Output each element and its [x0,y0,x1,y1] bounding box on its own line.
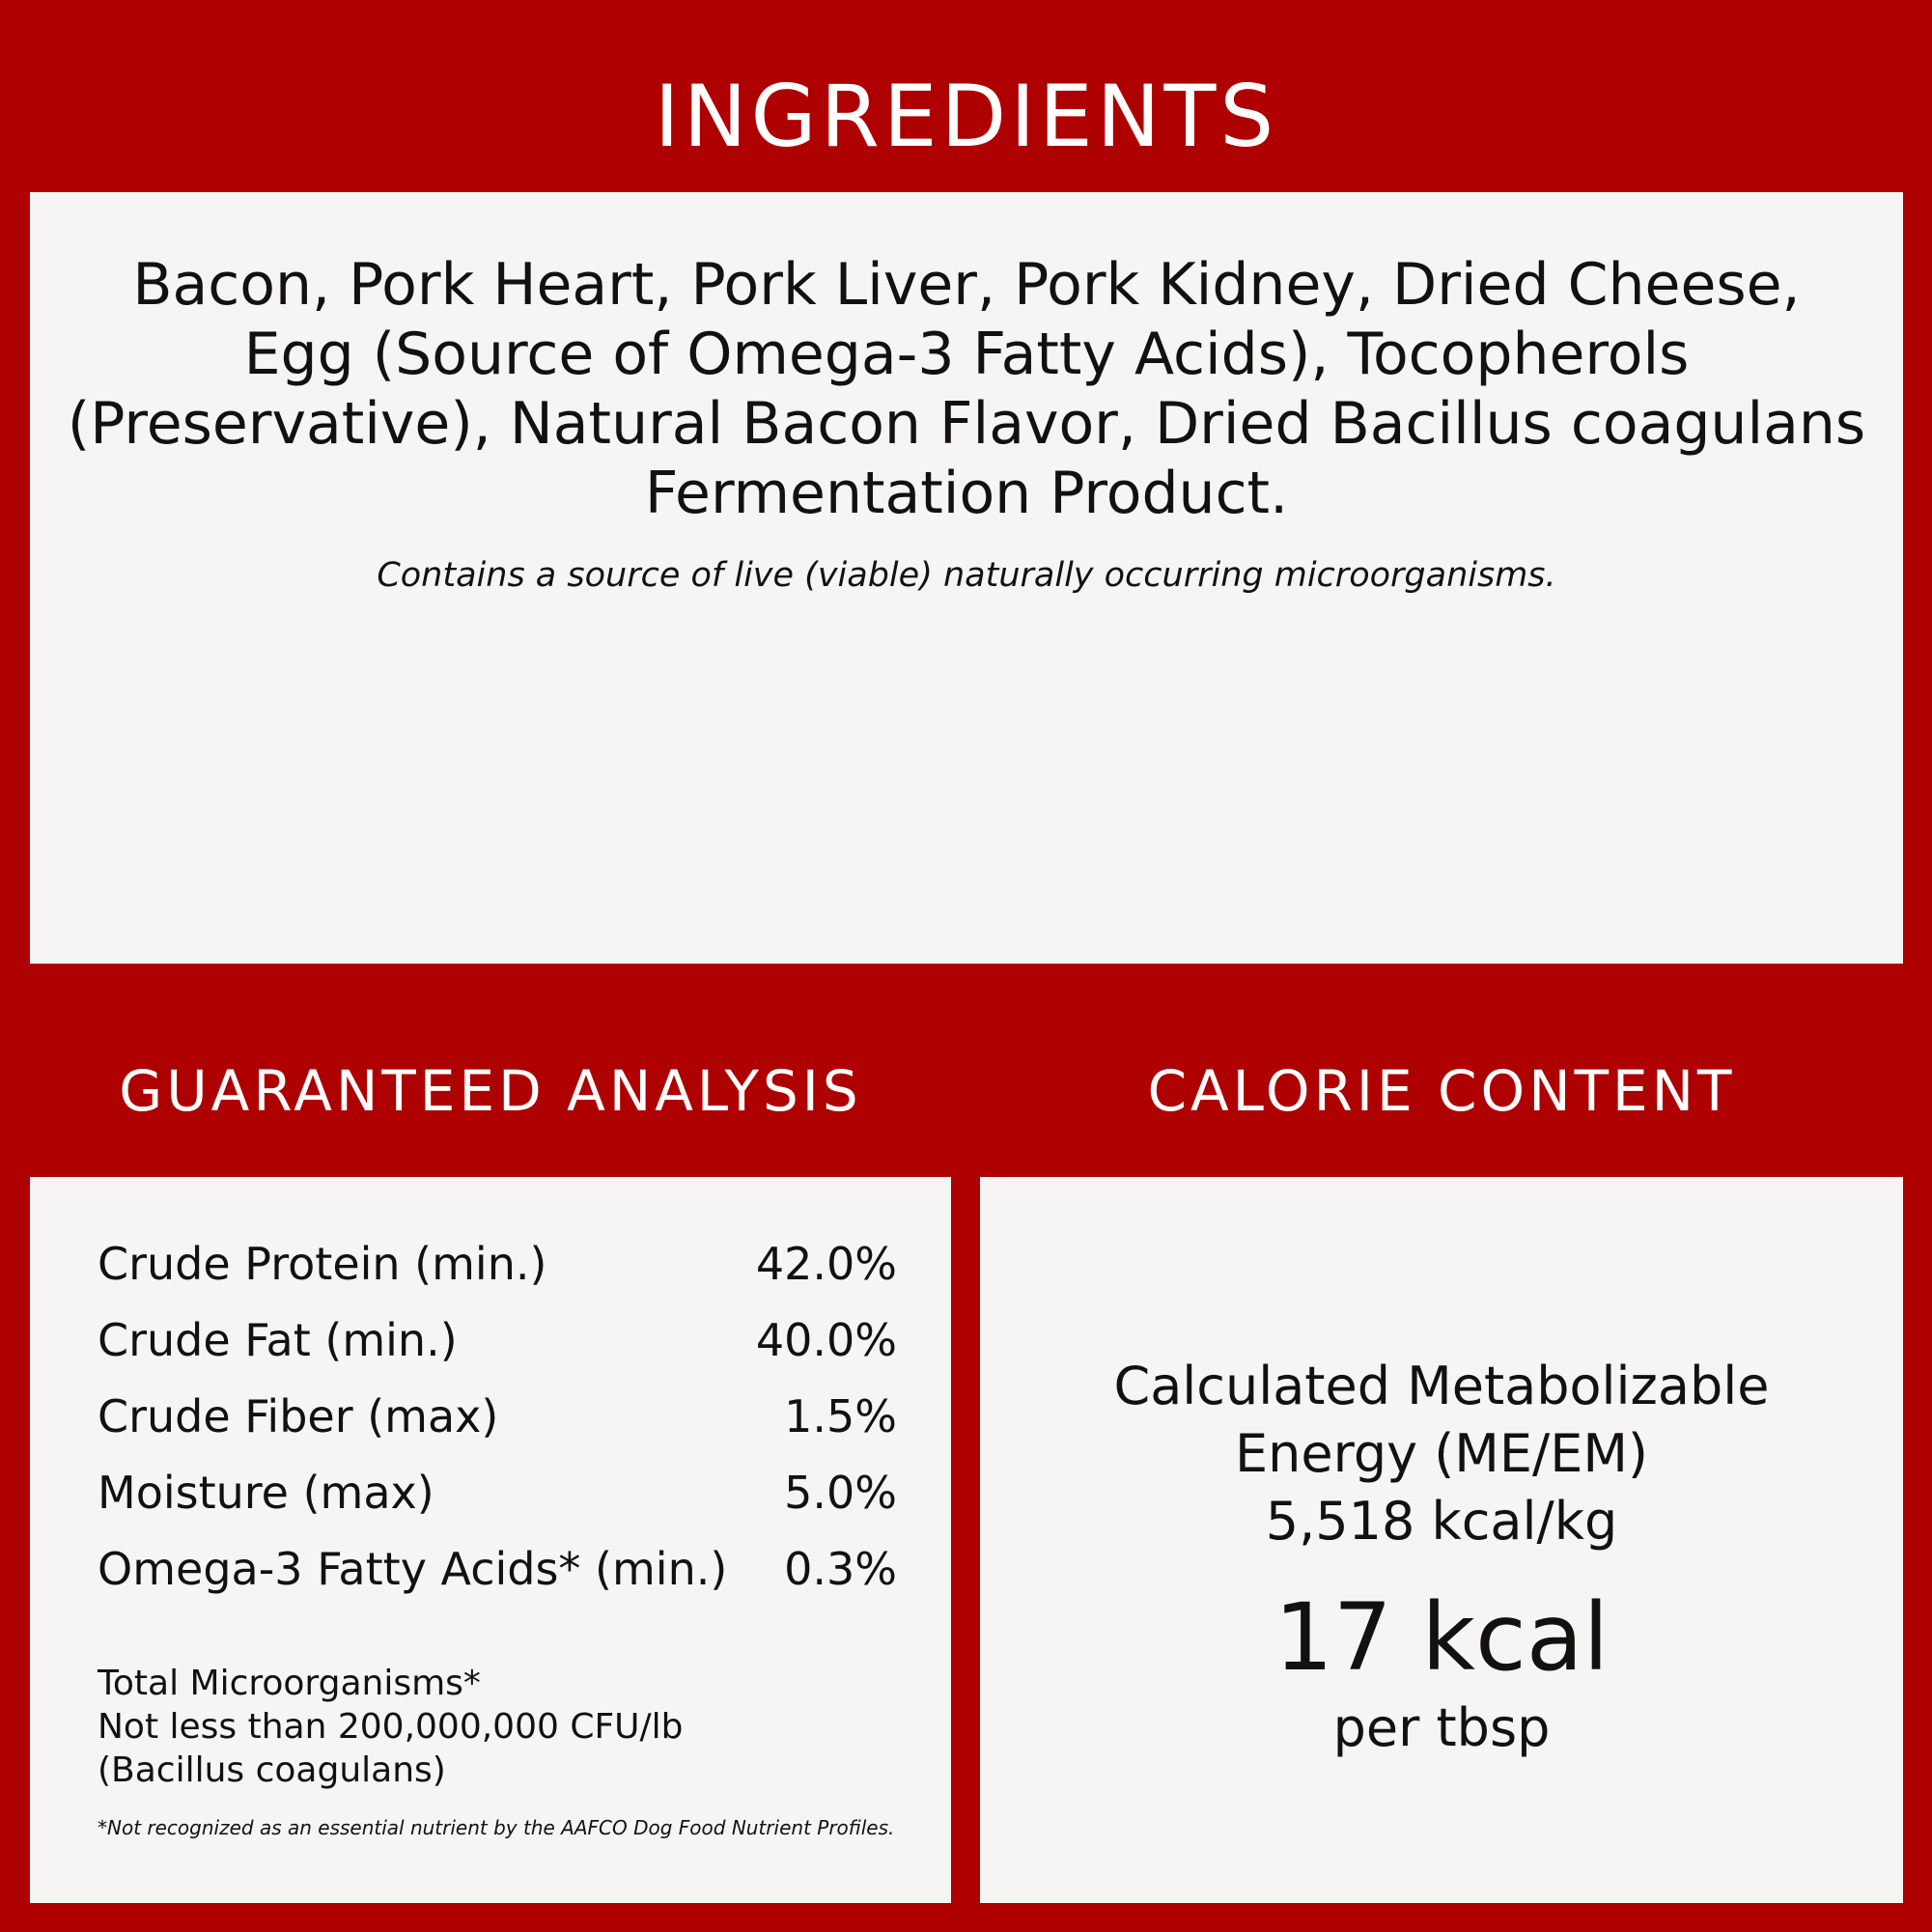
micro-line: Not less than 200,000,000 CFU/lb [98,1707,684,1747]
analysis-panel: Crude Protein (min.) 42.0% Crude Fat (min… [30,1177,951,1903]
ingredients-note: Contains a source of live (viable) natur… [377,556,1556,595]
micro-line: (Bacillus coagulans) [98,1750,446,1790]
row-value: 5.0% [784,1467,897,1519]
row-label: Crude Protein (min.) [98,1238,547,1290]
footnote: *Not recognized as an essential nutrient… [98,1816,895,1839]
analysis-row: Crude Fiber (max) 1.5% [98,1383,897,1450]
calorie-line: 5,518 kcal/kg [1265,1491,1618,1552]
row-label: Crude Fat (min.) [98,1314,458,1366]
micro-line: Total Microorganisms* [98,1664,481,1703]
calorie-line: Energy (ME/EM) [1235,1423,1648,1484]
calories-per-tbsp: 17 kcal [1274,1583,1610,1692]
analysis-row: Moisture (max) 5.0% [98,1459,897,1526]
ingredients-line: Fermentation Product. [644,460,1289,527]
ingredients-line: Egg (Source of Omega-3 Fatty Acids), Toc… [243,321,1690,388]
row-label: Moisture (max) [98,1467,434,1519]
calories-unit: per tbsp [1332,1697,1551,1758]
row-value: 0.3% [784,1543,897,1595]
analysis-row: Crude Protein (min.) 42.0% [98,1230,897,1298]
calorie-line: Calculated Metabolizable [1113,1356,1770,1416]
calories-title: CALORIE CONTENT [1147,1058,1736,1124]
ingredients-title: INGREDIENTS [654,67,1278,166]
analysis-title: GUARANTEED ANALYSIS [119,1058,862,1124]
row-value: 42.0% [755,1238,897,1290]
ingredients-line: (Preservative), Natural Bacon Flavor, Dr… [67,390,1866,458]
ingredients-line: Bacon, Pork Heart, Pork Liver, Pork Kidn… [132,251,1801,319]
row-label: Crude Fiber (max) [98,1390,499,1442]
calories-panel: Calculated Metabolizable Energy (ME/EM) … [980,1177,1903,1903]
row-value: 1.5% [784,1390,897,1442]
microorganisms-note: Total Microorganisms* Not less than 200,… [98,1662,684,1792]
row-value: 40.0% [755,1314,897,1366]
analysis-row: Omega-3 Fatty Acids* (min.) 0.3% [98,1535,897,1603]
row-label: Omega-3 Fatty Acids* (min.) [98,1543,728,1595]
ingredients-panel: Bacon, Pork Heart, Pork Liver, Pork Kidn… [30,192,1903,964]
analysis-row: Crude Fat (min.) 40.0% [98,1306,897,1374]
